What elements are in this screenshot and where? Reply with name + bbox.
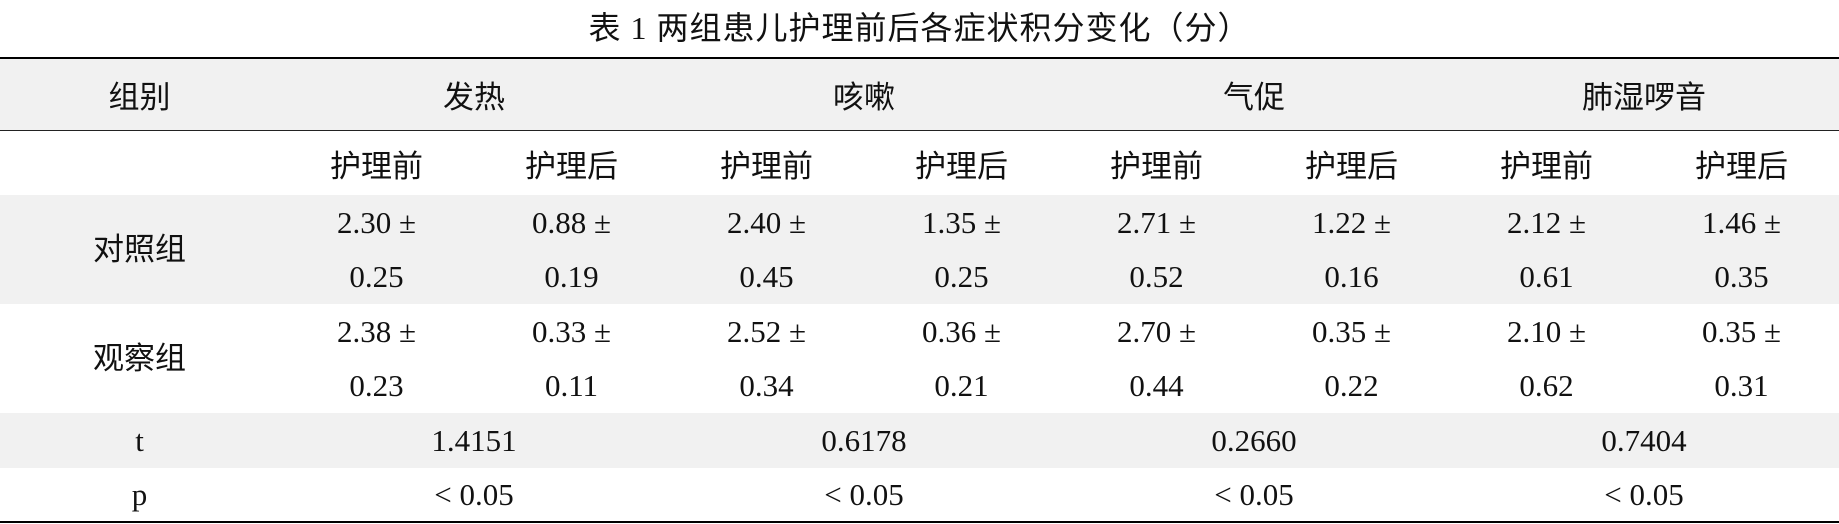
header-cell: 组别	[0, 58, 279, 131]
cell-value: 2.40 ± 0.45	[726, 204, 806, 294]
data-cell: 1.46 ± 0.35	[1644, 195, 1839, 304]
group-cell: 对照组	[0, 195, 279, 304]
stat-label: p	[131, 476, 148, 512]
subheader-cell: 护理后	[1305, 148, 1398, 184]
subheader-cell: 护理前	[720, 148, 813, 184]
cell-value: 2.70 ± 0.44	[1116, 313, 1196, 403]
header-cell: 气促	[1059, 58, 1449, 131]
cell-value: 0.36 ± 0.21	[921, 313, 1001, 403]
stat-value: < 0.05	[1604, 476, 1684, 512]
stat-value: < 0.05	[434, 476, 514, 512]
cell-value: 2.30 ± 0.25	[336, 204, 416, 294]
table: 组别 发热 咳嗽 气促 肺湿啰音护理前 护理后 护理前 护理后 护理前 护理后 护理前 护理后对照组 2…	[0, 57, 1839, 523]
cell-value: 1.22 ± 0.16	[1311, 204, 1391, 294]
subheader-cell: 护理前	[1500, 148, 1593, 184]
data-cell: 0.33 ± 0.11	[474, 304, 669, 413]
header-cell: 咳嗽	[669, 58, 1059, 131]
data-cell: 0.35 ± 0.31	[1644, 304, 1839, 413]
stat-value: < 0.05	[1214, 476, 1294, 512]
data-cell: 2.10 ± 0.62	[1449, 304, 1644, 413]
data-row: 对照组 2.30 ± 0.25 0.88 ± 0.19 2.40 ± 0.45 1.35…	[0, 195, 1839, 304]
data-cell: 2.40 ± 0.45	[669, 195, 864, 304]
empty-cell	[0, 131, 279, 196]
stat-value: 0.6178	[669, 413, 1059, 468]
table-title: 表 1 两组患儿护理前后各症状积分变化（分）	[588, 10, 1251, 46]
cell-value: 2.12 ± 0.61	[1506, 204, 1586, 294]
stat-value: 0.7404	[1449, 413, 1839, 468]
subheader-cell: 护理后	[525, 148, 618, 184]
cell-value: 2.38 ± 0.23	[336, 313, 416, 403]
subheader-row: 护理前 护理后 护理前 护理后 护理前 护理后 护理前 护理后	[0, 131, 1839, 196]
data-cell: 0.35 ± 0.22	[1254, 304, 1449, 413]
subheader-cell: 护理后	[915, 148, 1008, 184]
data-cell: 2.12 ± 0.61	[1449, 195, 1644, 304]
header-row: 组别 发热 咳嗽 气促 肺湿啰音	[0, 58, 1839, 131]
data-row: 观察组 2.38 ± 0.23 0.33 ± 0.11 2.52 ± 0.34 0.36…	[0, 304, 1839, 413]
data-cell: 2.30 ± 0.25	[279, 195, 474, 304]
stat-label: t	[0, 413, 279, 468]
header-cell: 发热	[279, 58, 669, 131]
subheader-cell: 护理前	[1110, 148, 1203, 184]
cell-value: 0.35 ± 0.22	[1311, 313, 1391, 403]
data-cell: 2.70 ± 0.44	[1059, 304, 1254, 413]
stat-value: 0.2660	[1059, 413, 1449, 468]
data-cell: 2.71 ± 0.52	[1059, 195, 1254, 304]
stat-row: p < 0.05 < 0.05 < 0.05 < 0.05	[0, 468, 1839, 522]
cell-value: 2.71 ± 0.52	[1116, 204, 1196, 294]
stat-row: t 1.4151 0.6178 0.2660 0.7404	[0, 413, 1839, 468]
cell-value: 0.88 ± 0.19	[531, 204, 611, 294]
data-cell: 0.36 ± 0.21	[864, 304, 1059, 413]
cell-value: 1.35 ± 0.25	[921, 204, 1001, 294]
data-cell: 1.22 ± 0.16	[1254, 195, 1449, 304]
group-cell: 观察组	[93, 340, 186, 376]
stat-value: < 0.05	[824, 476, 904, 512]
data-cell: 0.88 ± 0.19	[474, 195, 669, 304]
cell-value: 0.33 ± 0.11	[531, 313, 611, 403]
stat-value: 1.4151	[279, 413, 669, 468]
cell-value: 1.46 ± 0.35	[1701, 204, 1781, 294]
cell-value: 0.35 ± 0.31	[1701, 313, 1781, 403]
cell-value: 2.10 ± 0.62	[1506, 313, 1586, 403]
data-cell: 2.52 ± 0.34	[669, 304, 864, 413]
subheader-cell: 护理后	[1695, 148, 1788, 184]
header-cell: 肺湿啰音	[1449, 58, 1839, 131]
data-cell: 1.35 ± 0.25	[864, 195, 1059, 304]
subheader-cell: 护理前	[330, 148, 423, 184]
cell-value: 2.52 ± 0.34	[726, 313, 806, 403]
data-cell: 2.38 ± 0.23	[279, 304, 474, 413]
